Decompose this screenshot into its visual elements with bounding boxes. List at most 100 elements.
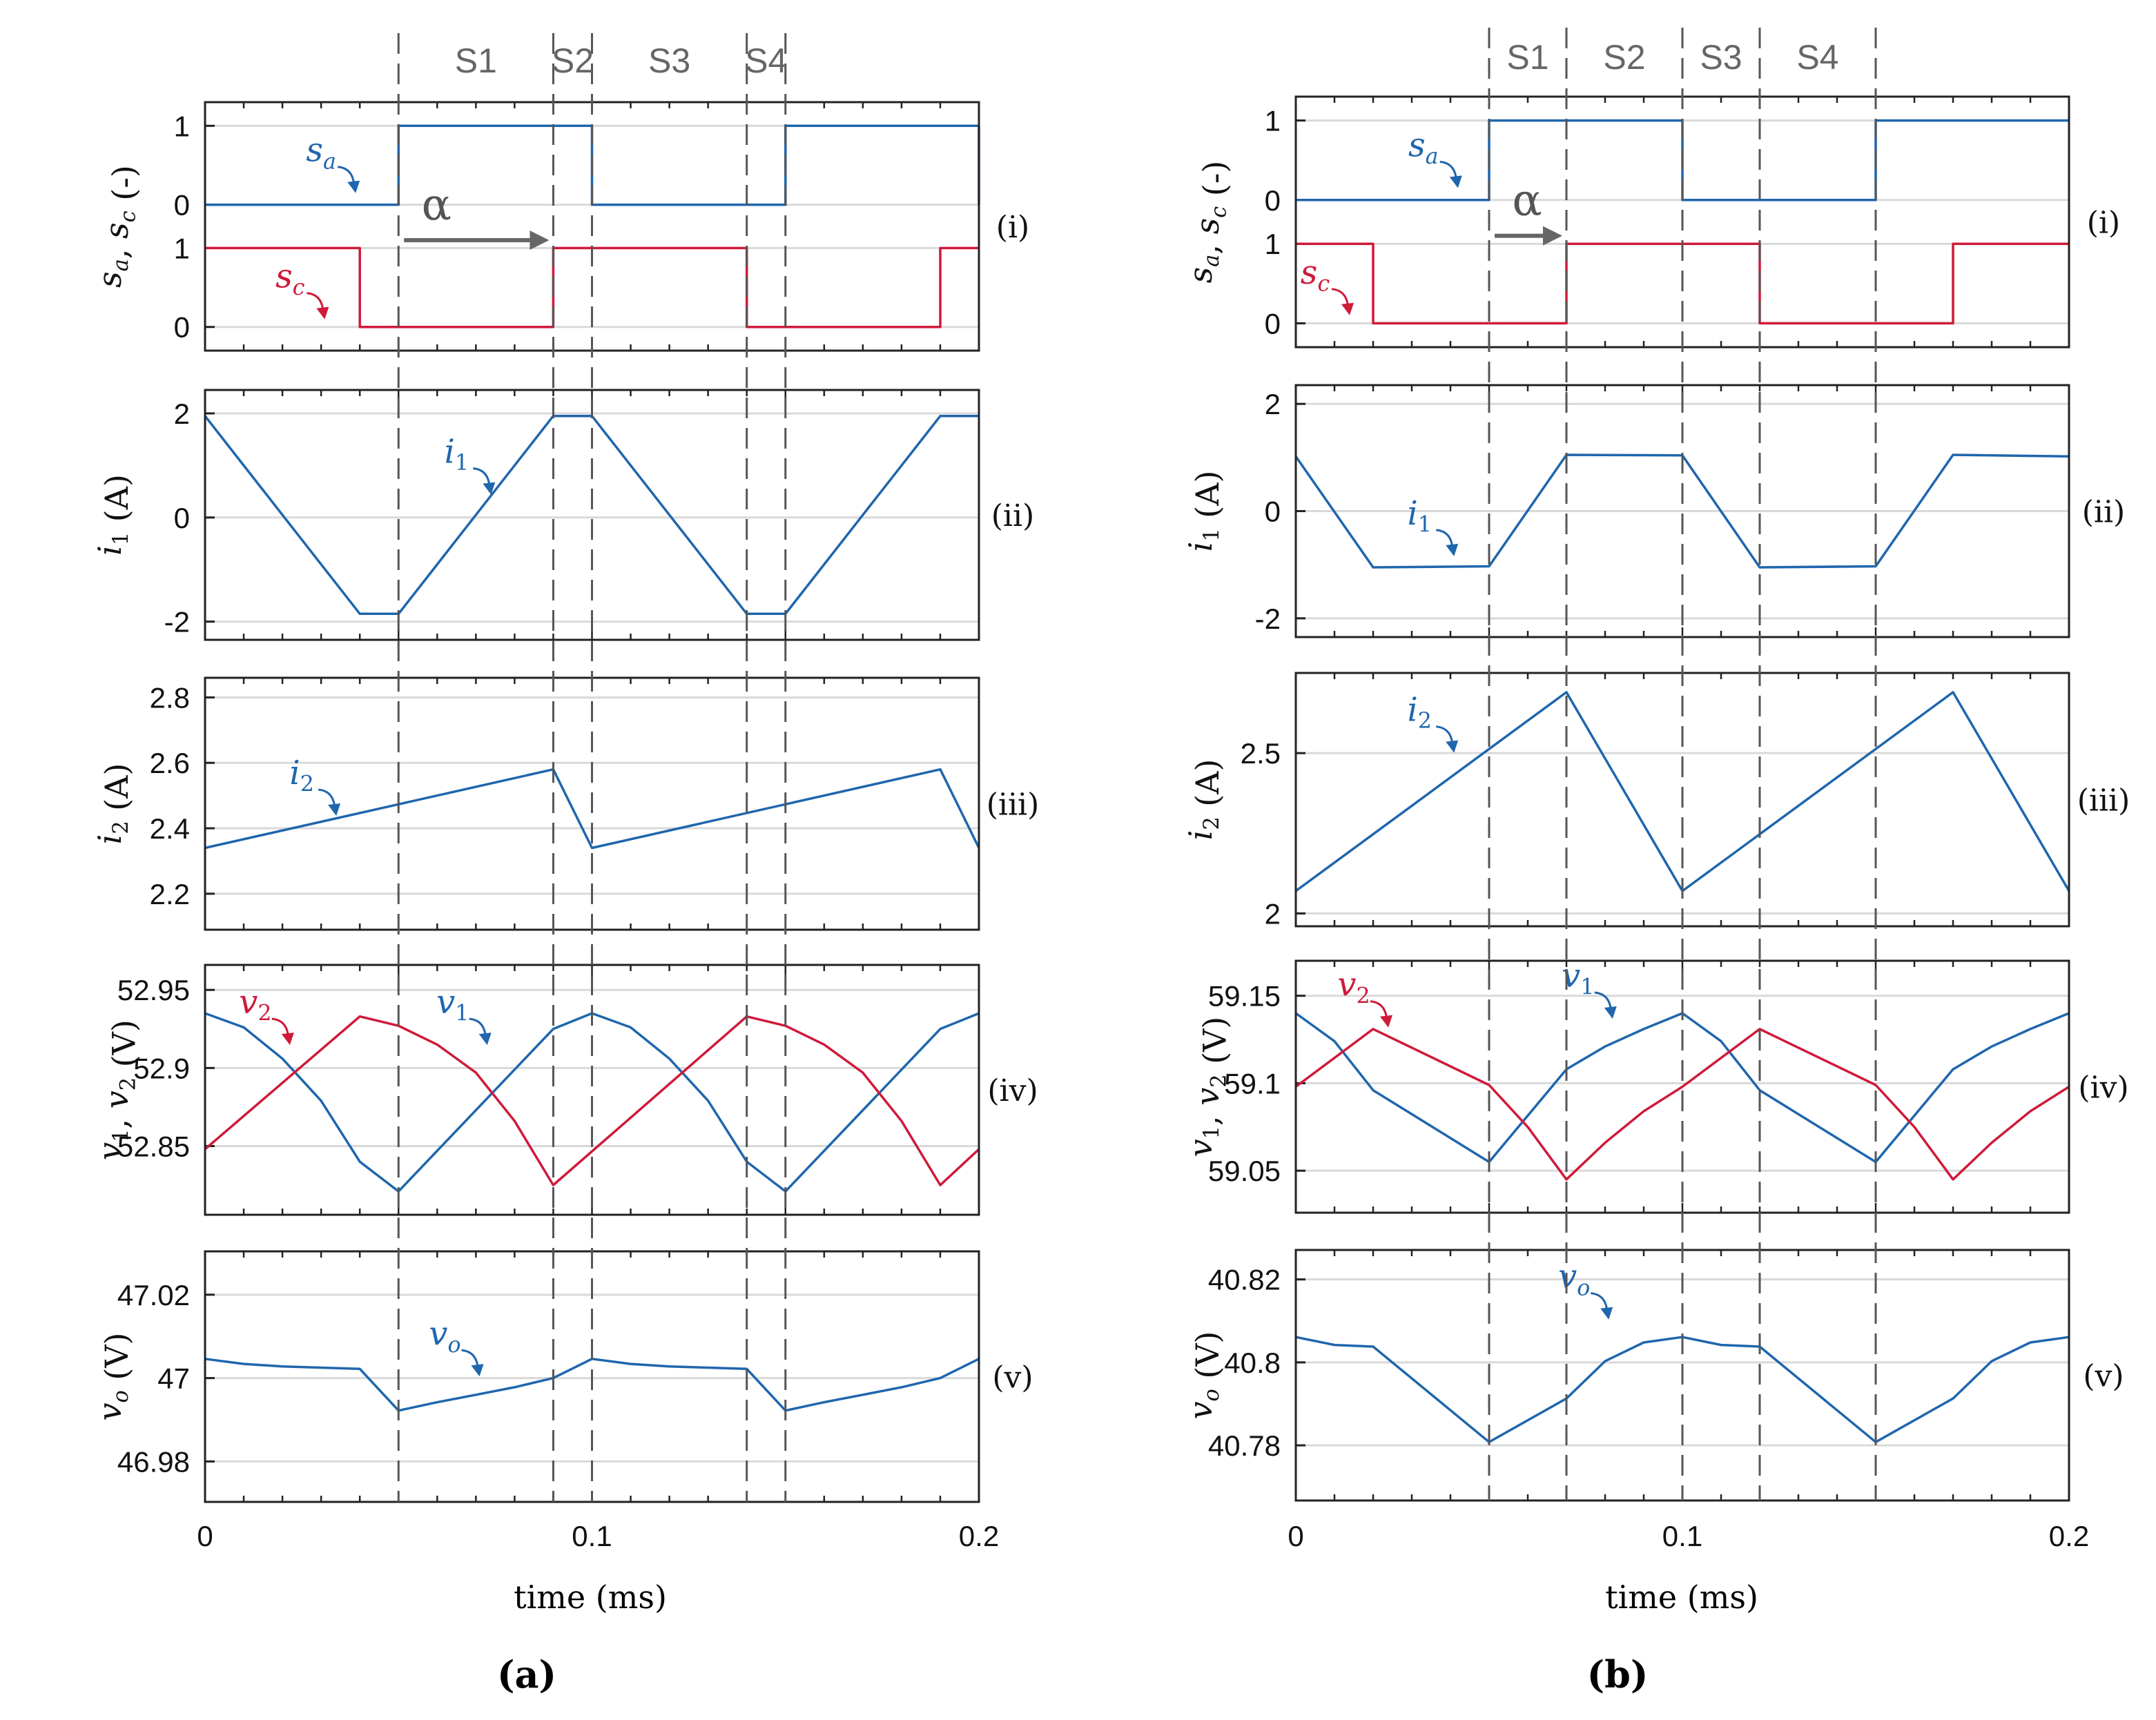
y-axis-label-sym: i bbox=[1182, 830, 1219, 841]
y-axis-label-sym: v bbox=[91, 1142, 128, 1160]
row-tag: (i) bbox=[2087, 206, 2120, 241]
label-v2-sub: 2 bbox=[1356, 984, 1370, 1008]
y-tick-label: 47.02 bbox=[117, 1279, 190, 1311]
y-axis-label-part: , bbox=[1189, 1115, 1226, 1126]
y-axis-label: v1, v2 (V) bbox=[1182, 1017, 1233, 1157]
y-axis-label-text: i2 (A) bbox=[1182, 759, 1226, 841]
y-axis-label: i2 (A) bbox=[1182, 759, 1226, 841]
y-tick-label: 0 bbox=[174, 311, 190, 344]
y-tick-label: 40.8 bbox=[1224, 1347, 1281, 1379]
y-axis-label-sym: v bbox=[1182, 1402, 1219, 1420]
label-sa-sub: a bbox=[323, 149, 336, 174]
y-tick-label: 0 bbox=[1265, 307, 1281, 340]
y-tick-label: 40.82 bbox=[1208, 1264, 1281, 1296]
y-tick-label: 47 bbox=[157, 1362, 190, 1395]
y-axis-label-part bbox=[98, 1108, 135, 1119]
y-axis-label-sym: i bbox=[91, 545, 128, 556]
y-axis-label-subscript: 2 bbox=[1200, 817, 1224, 830]
label-v2: v2 bbox=[1337, 966, 1370, 1009]
stage-label: S1 bbox=[455, 41, 497, 80]
y-axis-label: i1 (A) bbox=[91, 474, 135, 556]
y-axis-label-sym: i bbox=[1182, 542, 1219, 552]
y-tick-label: 59.15 bbox=[1208, 980, 1281, 1013]
series-sc bbox=[205, 246, 979, 329]
y-axis-label-part: (V) bbox=[98, 1332, 135, 1380]
y-tick-label: 52.9 bbox=[133, 1052, 190, 1084]
y-axis-label-sym: v bbox=[98, 1091, 135, 1108]
arrowhead-i2 bbox=[1446, 740, 1459, 753]
label-i1-base: i bbox=[1407, 494, 1417, 533]
y-tick-label: -2 bbox=[1255, 603, 1281, 635]
arrowhead-v2 bbox=[281, 1033, 294, 1046]
label-sc-base: s bbox=[275, 257, 293, 296]
caption-b: (b) bbox=[1587, 1652, 1649, 1697]
y-axis-label-part bbox=[1189, 1106, 1226, 1116]
label-v2-base: v bbox=[239, 983, 258, 1022]
y-tick-label: 52.95 bbox=[117, 974, 190, 1006]
stage-label: S3 bbox=[1700, 38, 1742, 77]
y-axis-label-part bbox=[1196, 196, 1233, 206]
row-tag: (iv) bbox=[2078, 1071, 2128, 1106]
y-tick-label: 59.1 bbox=[1224, 1067, 1281, 1100]
y-axis-label-part bbox=[105, 201, 142, 211]
y-tick-label: 2.2 bbox=[150, 878, 190, 910]
arrowhead-vo bbox=[471, 1364, 484, 1377]
label-v1-sub: 1 bbox=[455, 1001, 469, 1026]
y-axis-label: sa, sc (-) bbox=[1182, 161, 1233, 284]
label-sa: sa bbox=[1408, 126, 1439, 169]
y-axis-label-part: (A) bbox=[1189, 471, 1226, 518]
y-axis-label-text: vo (V) bbox=[91, 1332, 135, 1420]
y-axis-label-sym: v bbox=[1189, 1088, 1226, 1106]
label-sa: sa bbox=[306, 131, 336, 175]
alpha-label: α bbox=[422, 179, 451, 231]
y-axis-label-part bbox=[98, 1380, 135, 1391]
stage-label: S3 bbox=[648, 41, 690, 80]
label-i2: i2 bbox=[1407, 691, 1432, 734]
label-i1: i1 bbox=[445, 433, 469, 476]
y-axis-label-sym: i bbox=[91, 834, 128, 845]
y-axis-label-sym: s bbox=[1189, 218, 1226, 235]
label-sc: sc bbox=[1301, 253, 1330, 297]
y-axis-label-text: sa, sc (-) bbox=[1182, 161, 1233, 284]
arrowhead-i1 bbox=[1446, 543, 1459, 556]
y-tick-label: -2 bbox=[164, 606, 190, 638]
y-axis-label-subscript: o bbox=[1200, 1389, 1224, 1401]
stage-label: S4 bbox=[1796, 38, 1838, 77]
y-tick-label: 46.98 bbox=[117, 1445, 190, 1478]
y-axis-label-part bbox=[1189, 1379, 1226, 1389]
y-axis-label-part: (A) bbox=[98, 474, 135, 522]
y-axis-label-part bbox=[105, 1067, 142, 1077]
y-axis-label-text: v1, v2 (V) bbox=[1182, 1017, 1233, 1157]
label-vo-base: v bbox=[1558, 1258, 1577, 1296]
y-tick-label: 2 bbox=[1265, 897, 1281, 930]
y-axis-label-part bbox=[1196, 1064, 1233, 1075]
y-axis-label-subscript: 1 bbox=[109, 1129, 133, 1142]
label-i2-base: i bbox=[289, 754, 300, 792]
y-axis-label-part: (V) bbox=[1189, 1331, 1226, 1378]
y-axis-label-part bbox=[1189, 234, 1226, 244]
label-sc-sub: c bbox=[1317, 271, 1330, 296]
y-axis-label: i1 (A) bbox=[1182, 471, 1226, 552]
label-i2-sub: 2 bbox=[300, 772, 314, 797]
row-tag: (iii) bbox=[2077, 783, 2130, 819]
y-axis-label-text: i2 (A) bbox=[91, 763, 135, 845]
arrowhead-i2 bbox=[328, 803, 341, 817]
subplot-i1: 20-2i1(ii)i1 (A) bbox=[1182, 384, 2125, 638]
y-axis-label-subscript: 2 bbox=[116, 1077, 140, 1091]
y-axis-label-part: (A) bbox=[98, 763, 135, 811]
label-vo-base: v bbox=[429, 1314, 447, 1353]
row-tag: (i) bbox=[996, 210, 1029, 245]
label-v1: v1 bbox=[436, 983, 469, 1026]
row-tag: (iv) bbox=[987, 1073, 1038, 1108]
y-tick-label: 52.85 bbox=[117, 1130, 190, 1162]
series-v2 bbox=[1294, 1028, 2070, 1181]
x-tick-label: 0.1 bbox=[1662, 1520, 1702, 1552]
y-tick-label: 0 bbox=[174, 502, 190, 534]
y-axis-label-part: , bbox=[1189, 244, 1226, 255]
y-axis-label-sym: s bbox=[1182, 267, 1219, 284]
y-axis-label-part: (-) bbox=[1196, 161, 1233, 196]
y-axis-label: i2 (A) bbox=[91, 763, 135, 845]
y-tick-label: 2.5 bbox=[1241, 737, 1281, 770]
